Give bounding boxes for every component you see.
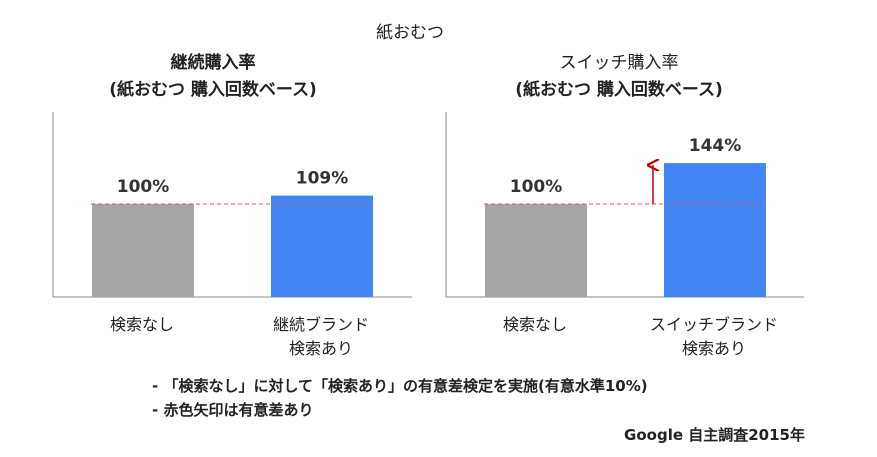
panel-1-bar-1 — [92, 204, 194, 297]
panel-2-bar-2 — [664, 163, 766, 297]
panel-1-bar-2 — [271, 195, 373, 297]
note-significance-test: - 「検索なし」に対して「検索あり」の有意差検定を実施(有意水準10%) — [152, 377, 648, 395]
panel-1-title-line2: (紙おむつ 購入回数ベース) — [109, 80, 317, 100]
panel-1-data-label-2: 109% — [296, 169, 349, 189]
panel-2-data-label-1: 100% — [510, 177, 563, 197]
panel-1-category-1: 検索なし — [109, 315, 174, 334]
panel-2-bar-1 — [485, 204, 587, 297]
panel-2-category-1: 検索なし — [502, 315, 567, 334]
panel-1-title-line1: 継続購入率 — [170, 53, 256, 73]
panel-2-data-label-2: 144% — [689, 136, 742, 156]
panel-1-category-2: 継続ブランド 検索あり — [272, 315, 369, 358]
source-note: Google 自主調査2015年 — [624, 426, 805, 444]
panel-2-title-line2: (紙おむつ 購入回数ベース) — [515, 80, 723, 100]
panel-2-category-2: スイッチブランド 検索あり — [649, 315, 778, 358]
panel-1-data-label-1: 100% — [117, 177, 170, 197]
note-red-arrow: - 赤色矢印は有意差あり — [152, 401, 314, 419]
chart-title: 紙おむつ — [376, 23, 444, 43]
panel-2-title-line1: スイッチ購入率 — [559, 53, 679, 73]
